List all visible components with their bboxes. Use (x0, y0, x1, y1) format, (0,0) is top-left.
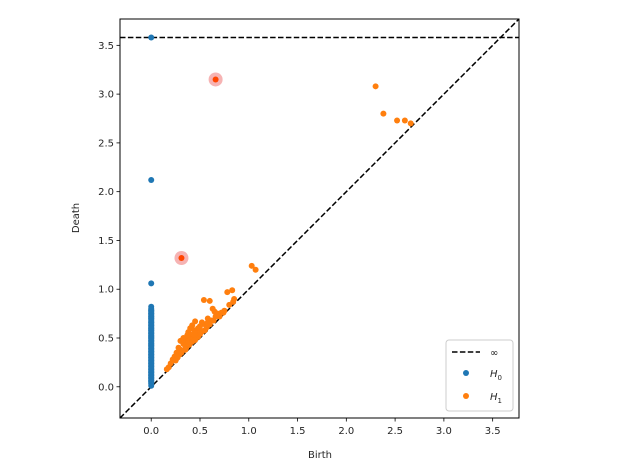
y-tick-label: 3.0 (98, 90, 114, 101)
data-point (252, 266, 259, 273)
y-tick-label: 1.5 (98, 236, 114, 247)
data-point (192, 336, 199, 343)
x-tick-label: 2.0 (338, 426, 354, 437)
x-tick-label: 0.0 (143, 426, 159, 437)
y-tick-label: 2.0 (98, 187, 114, 198)
legend-infinity-label: ∞ (490, 348, 498, 359)
legend-box (445, 339, 514, 412)
x-tick-label: 2.5 (387, 426, 403, 437)
data-point (229, 287, 236, 294)
x-tick-label: 1.5 (290, 426, 306, 437)
y-tick-label: 1.0 (98, 285, 114, 296)
data-point (184, 332, 191, 339)
data-point (372, 83, 379, 90)
y-tick-label: 0.0 (98, 382, 114, 393)
highlighted-points (174, 72, 223, 266)
highlighted-point (212, 76, 219, 83)
data-point (186, 341, 193, 348)
data-point (148, 176, 155, 183)
diagonal-line (120, 19, 519, 418)
data-point (200, 296, 207, 303)
data-point (190, 331, 197, 338)
data-point (224, 289, 231, 296)
data-point (172, 357, 179, 364)
x-tick-label: 0.5 (192, 426, 208, 437)
x-tick-label: 3.0 (436, 426, 452, 437)
data-point (182, 346, 189, 353)
y-tick-label: 2.5 (98, 138, 114, 149)
axes-frame (119, 18, 520, 419)
data-point (216, 313, 223, 320)
y-axis-label: Death (71, 203, 82, 233)
data-point (210, 317, 217, 324)
data-point (148, 34, 155, 41)
data-point (163, 366, 170, 373)
x-tick-label: 3.5 (485, 426, 501, 437)
h0-dense-column (148, 306, 155, 386)
h0-series (148, 34, 155, 389)
data-point (206, 297, 213, 304)
h1-series (163, 83, 414, 373)
x-axis-ticks: 0.0 0.5 1.0 1.5 2.0 2.5 3.0 3.5 (143, 418, 501, 437)
data-point (226, 301, 233, 308)
y-tick-label: 0.5 (98, 334, 114, 345)
legend-h0-marker (463, 370, 469, 376)
highlighted-point (178, 255, 185, 262)
data-point (220, 309, 227, 316)
x-axis-label: Birth (308, 450, 332, 461)
legend: ∞ H0 H1 (445, 339, 514, 412)
data-point (401, 117, 408, 124)
data-point (394, 117, 401, 124)
legend-h1-marker (463, 393, 469, 399)
plot-area (120, 19, 519, 418)
data-point (196, 331, 203, 338)
data-point (380, 110, 387, 117)
y-tick-label: 3.5 (98, 41, 114, 52)
x-tick-label: 1.0 (241, 426, 257, 437)
y-axis-ticks: 0.0 0.5 1.0 1.5 2.0 2.5 3.0 3.5 (98, 41, 120, 393)
data-point (204, 319, 211, 326)
data-point (148, 280, 155, 287)
data-point (407, 120, 414, 127)
data-point (248, 262, 255, 269)
